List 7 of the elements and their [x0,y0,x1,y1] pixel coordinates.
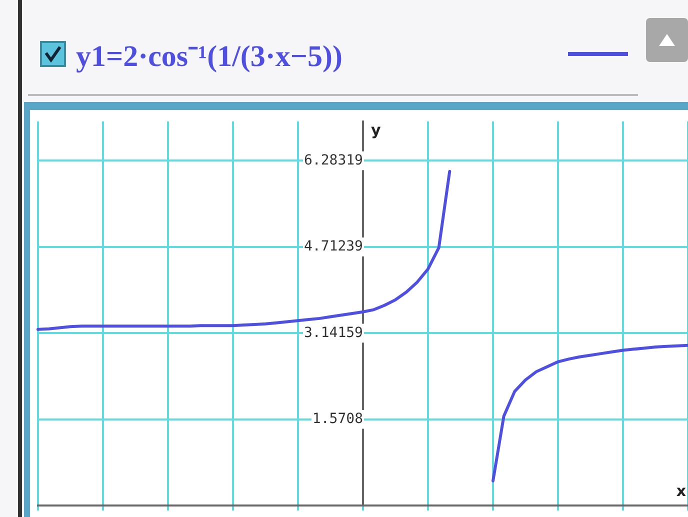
annotation: x [676,482,686,500]
y-tick-label: 6.28319 [304,152,363,168]
text: y1=2·cos⁻¹(1/(3·x−5)) [76,38,342,74]
y-tick-label: 1.5708 [312,411,363,428]
y-axis-title: y [371,120,381,139]
y-tick-label: 3.14159 [304,324,363,341]
y-tick-label: 4.71239 [304,238,363,255]
